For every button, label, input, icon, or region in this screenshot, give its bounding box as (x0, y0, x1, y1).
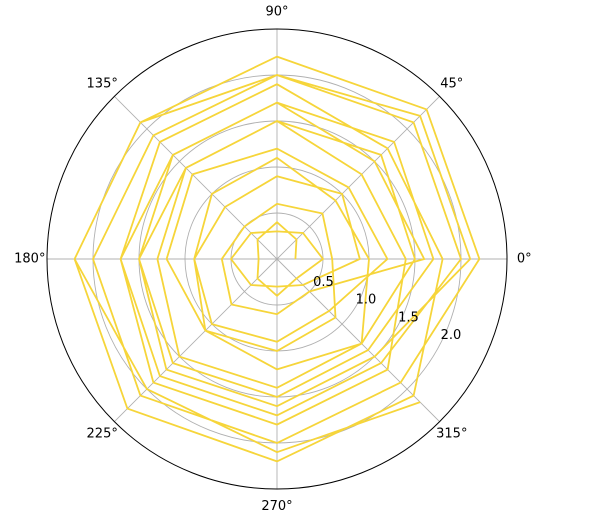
r-tick-label: 1.5 (398, 310, 419, 325)
grid (47, 29, 507, 489)
theta-gridline-3 (114, 96, 278, 260)
r-tick-label: 2.0 (441, 328, 462, 343)
theta-tick-label: 135° (87, 77, 118, 92)
theta-tick-label: 225° (87, 426, 118, 441)
theta-tick-label: 315° (436, 426, 467, 441)
theta-tick-labels: 0° 45° 90° 135° 180° 225° 270° 315° (14, 4, 532, 514)
theta-gridline-7 (276, 258, 440, 422)
theta-tick-label: 0° (517, 252, 532, 267)
r-tick-label: 1.0 (356, 293, 377, 308)
theta-tick-label: 270° (261, 499, 292, 514)
series-layer (73, 55, 481, 463)
polar-frame (46, 28, 508, 490)
series-line-0 (73, 55, 481, 463)
r-tick-label: 0.5 (313, 275, 334, 290)
theta-tick-label: 180° (14, 252, 45, 267)
theta-gridline-5 (114, 258, 278, 422)
theta-tick-label: 90° (265, 4, 288, 19)
theta-gridline-1 (276, 96, 440, 260)
theta-tick-label: 45° (440, 77, 463, 92)
r-tick-labels: 0.5 1.0 1.5 2.0 (313, 275, 461, 343)
